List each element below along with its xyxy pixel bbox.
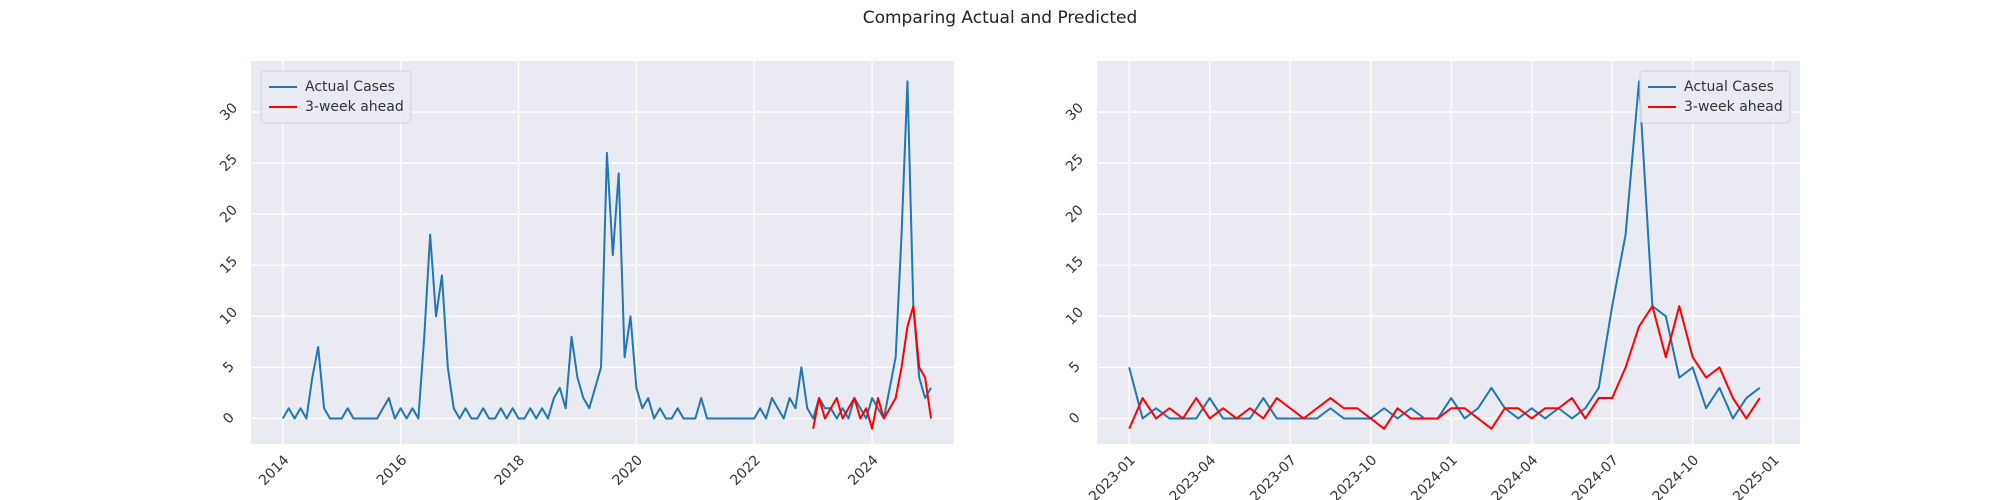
x-tick-label: 2024-07	[1569, 452, 1622, 500]
plot-area	[251, 61, 954, 444]
x-tick-label: 2018	[492, 452, 529, 489]
legend-label: 3-week ahead	[1684, 99, 1783, 115]
x-tick-label: 2020	[610, 452, 647, 489]
y-tick-label: 0	[220, 410, 238, 428]
y-tick-label: 5	[220, 359, 238, 377]
x-tick-label: 2023-01	[1086, 452, 1139, 500]
y-tick-label: 20	[1063, 202, 1087, 226]
y-tick-label: 20	[217, 202, 241, 226]
y-tick-label: 25	[1063, 151, 1087, 175]
y-tick-label: 10	[1063, 304, 1087, 328]
y-tick-label: 0	[1066, 410, 1084, 428]
x-tick-label: 2016	[374, 452, 411, 489]
figure-title: Comparing Actual and Predicted	[863, 8, 1138, 28]
data-line	[812, 305, 933, 430]
x-tick-label: 2022	[727, 452, 764, 489]
x-tick-label: 2024-01	[1408, 452, 1461, 500]
x-tick-label: 2023-04	[1167, 452, 1220, 500]
legend-label: Actual Cases	[305, 79, 395, 95]
legend-box	[1639, 70, 1791, 124]
data-line	[281, 80, 932, 420]
x-tick-label: 2014	[256, 452, 293, 489]
y-tick-label: 30	[217, 100, 241, 124]
x-tick-label: 2025-01	[1730, 452, 1783, 500]
x-tick-label: 2024-10	[1650, 452, 1703, 500]
legend-box	[260, 70, 412, 124]
legend-label: Actual Cases	[1684, 79, 1774, 95]
y-tick-label: 15	[1063, 253, 1087, 277]
y-tick-label: 10	[217, 304, 241, 328]
y-tick-label: 25	[217, 151, 241, 175]
x-tick-label: 2024-04	[1489, 452, 1542, 500]
x-tick-label: 2024	[845, 452, 882, 489]
legend-label: 3-week ahead	[305, 99, 404, 115]
y-tick-label: 15	[217, 253, 241, 277]
data-line	[1128, 305, 1761, 430]
x-tick-label: 2023-07	[1247, 452, 1300, 500]
plot-area	[1097, 61, 1800, 444]
y-tick-label: 30	[1063, 100, 1087, 124]
x-tick-label: 2023-10	[1328, 452, 1381, 500]
y-tick-label: 5	[1066, 359, 1084, 377]
data-line	[1128, 80, 1761, 420]
